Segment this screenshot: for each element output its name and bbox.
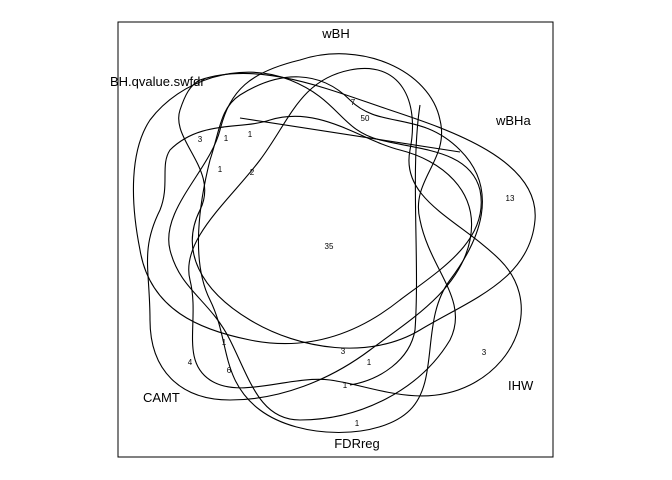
region-count: 3: [482, 348, 487, 357]
set-curve-camt: [147, 115, 473, 401]
set-curve-wbh: [168, 53, 456, 421]
region-count: 1: [222, 338, 227, 347]
region-count: 3: [198, 135, 203, 144]
region-count: 2: [250, 168, 255, 177]
region-count: 3: [341, 347, 346, 356]
set-curve-wbha: [178, 72, 536, 349]
region-count: 1: [355, 419, 360, 428]
set-curve-cross-stroke: [239, 117, 461, 153]
set-curve-inner-boundary: [349, 104, 421, 386]
set-curves: [132, 53, 536, 434]
region-count: 1: [248, 130, 253, 139]
set-label-bh-qvalue-swfdr: BH.qvalue.swfdr: [110, 74, 205, 89]
set-label-fdrreg: FDRreg: [334, 436, 380, 451]
region-count: 1: [224, 134, 229, 143]
region-count: 6: [227, 366, 232, 375]
set-curve-bh-qvalue-swfdr: [132, 71, 482, 345]
region-count: 13: [506, 194, 515, 203]
set-label-wbh: wBH: [321, 26, 349, 41]
set-label-camt: CAMT: [143, 390, 180, 405]
region-count: 1: [343, 381, 348, 390]
region-count: 1: [218, 165, 223, 174]
region-count: 7: [351, 98, 356, 107]
region-count: 4: [188, 358, 193, 367]
diagram-frame: [117, 21, 554, 458]
region-count: 35: [325, 242, 334, 251]
set-curve-fdrreg: [197, 76, 483, 434]
set-label-wbha: wBHa: [495, 113, 531, 128]
region-count: 50: [361, 114, 370, 123]
set-label-ihw: IHW: [508, 378, 534, 393]
region-count: 1: [367, 358, 372, 367]
